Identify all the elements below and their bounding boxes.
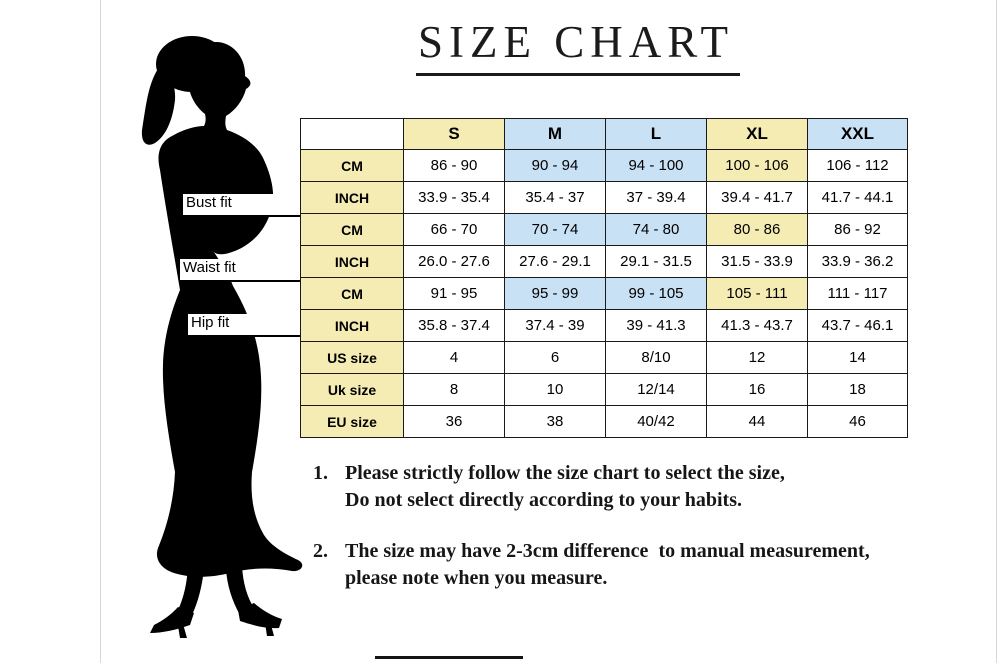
table-cell: 80 - 86 — [706, 213, 808, 246]
note-1: 1. Please strictly follow the size chart… — [313, 460, 985, 514]
table-cell: 40/42 — [605, 405, 707, 438]
table-cell: 38 — [504, 405, 606, 438]
right-border-line — [996, 0, 997, 663]
note-1-line-1: Please strictly follow the size chart to… — [345, 462, 785, 484]
table-cell: 41.3 - 43.7 — [706, 309, 808, 342]
note-2-line-1: The size may have 2-3cm difference to ma… — [345, 540, 870, 562]
table-cell: 95 - 99 — [504, 277, 606, 310]
table-row: INCH 26.0 - 27.6 27.6 - 29.1 29.1 - 31.5… — [300, 245, 908, 278]
left-border-line — [100, 0, 101, 663]
table-row: CM 86 - 90 90 - 94 94 - 100 100 - 106 10… — [300, 149, 908, 182]
table-cell: 37 - 39.4 — [605, 181, 707, 214]
table-cell: 16 — [706, 373, 808, 406]
table-header-row: S M L XL XXL — [300, 118, 908, 150]
table-cell: 106 - 112 — [807, 149, 908, 182]
col-header-s: S — [403, 118, 505, 150]
bottom-crop-line — [375, 656, 523, 659]
page-title: SIZE CHART — [416, 20, 741, 76]
waist-fit-label: Waist fit — [180, 259, 300, 282]
row-label-us-size: US size — [300, 341, 404, 374]
table-cell: 91 - 95 — [403, 277, 505, 310]
row-label-waist-cm: CM — [300, 213, 404, 246]
table-cell: 46 — [807, 405, 908, 438]
note-1-number: 1. — [313, 462, 328, 484]
table-row: INCH 35.8 - 37.4 37.4 - 39 39 - 41.3 41.… — [300, 309, 908, 342]
table-cell: 35.8 - 37.4 — [403, 309, 505, 342]
table-cell: 33.9 - 36.2 — [807, 245, 908, 278]
row-label-waist-inch: INCH — [300, 245, 404, 278]
table-cell: 100 - 106 — [706, 149, 808, 182]
hair-side-shape — [141, 66, 176, 145]
table-cell: 66 - 70 — [403, 213, 505, 246]
table-cell: 27.6 - 29.1 — [504, 245, 606, 278]
left-heel-shape — [178, 624, 187, 638]
table-cell: 35.4 - 37 — [504, 181, 606, 214]
table-cell: 37.4 - 39 — [504, 309, 606, 342]
table-cell: 41.7 - 44.1 — [807, 181, 908, 214]
table-cell: 43.7 - 46.1 — [807, 309, 908, 342]
note-1-line-2: Do not select directly according to your… — [345, 489, 743, 511]
col-header-xxl: XXL — [807, 118, 908, 150]
table-row: CM 91 - 95 95 - 99 99 - 105 105 - 111 11… — [300, 277, 908, 310]
table-cell: 44 — [706, 405, 808, 438]
table-cell: 14 — [807, 341, 908, 374]
table-cell: 10 — [504, 373, 606, 406]
row-label-uk-size: Uk size — [300, 373, 404, 406]
table-cell: 8 — [403, 373, 505, 406]
col-header-xl: XL — [706, 118, 808, 150]
row-label-hip-cm: CM — [300, 277, 404, 310]
left-shoe-shape — [150, 607, 194, 633]
note-2-number: 2. — [313, 540, 328, 562]
table-cell: 99 - 105 — [605, 277, 707, 310]
row-label-hip-inch: INCH — [300, 309, 404, 342]
table-cell: 74 - 80 — [605, 213, 707, 246]
note-2: 2. The size may have 2-3cm difference to… — [313, 538, 985, 592]
table-cell: 36 — [403, 405, 505, 438]
table-cell: 39 - 41.3 — [605, 309, 707, 342]
hip-fit-label: Hip fit — [188, 314, 300, 337]
col-header-m: M — [504, 118, 606, 150]
right-leg-shape — [226, 566, 254, 615]
table-cell: 111 - 117 — [807, 277, 908, 310]
table-cell: 4 — [403, 341, 505, 374]
table-corner-cell — [300, 118, 404, 150]
row-label-eu-size: EU size — [300, 405, 404, 438]
table-cell: 33.9 - 35.4 — [403, 181, 505, 214]
table-cell: 29.1 - 31.5 — [605, 245, 707, 278]
table-row: CM 66 - 70 70 - 74 74 - 80 80 - 86 86 - … — [300, 213, 908, 246]
table-cell: 39.4 - 41.7 — [706, 181, 808, 214]
table-cell: 94 - 100 — [605, 149, 707, 182]
woman-silhouette-figure — [141, 36, 303, 638]
col-header-l: L — [605, 118, 707, 150]
left-leg-shape — [178, 566, 204, 615]
table-cell: 86 - 92 — [807, 213, 908, 246]
table-row: EU size 36 38 40/42 44 46 — [300, 405, 908, 438]
table-cell: 18 — [807, 373, 908, 406]
table-cell: 12 — [706, 341, 808, 374]
notes-section: 1. Please strictly follow the size chart… — [313, 460, 985, 616]
table-cell: 105 - 111 — [706, 277, 808, 310]
table-cell: 26.0 - 27.6 — [403, 245, 505, 278]
table-cell: 12/14 — [605, 373, 707, 406]
table-cell: 8/10 — [605, 341, 707, 374]
bust-fit-label: Bust fit — [183, 194, 300, 217]
row-label-bust-inch: INCH — [300, 181, 404, 214]
body-shape — [156, 42, 303, 577]
size-chart-table: S M L XL XXL CM 86 - 90 90 - 94 94 - 100… — [300, 118, 908, 438]
table-row: INCH 33.9 - 35.4 35.4 - 37 37 - 39.4 39.… — [300, 181, 908, 214]
row-label-bust-cm: CM — [300, 149, 404, 182]
table-row: US size 4 6 8/10 12 14 — [300, 341, 908, 374]
note-2-line-2: please note when you measure. — [345, 567, 608, 589]
table-cell: 70 - 74 — [504, 213, 606, 246]
right-shoe-shape — [238, 603, 282, 629]
table-cell: 86 - 90 — [403, 149, 505, 182]
table-cell: 31.5 - 33.9 — [706, 245, 808, 278]
table-cell: 90 - 94 — [504, 149, 606, 182]
right-heel-shape — [265, 621, 274, 636]
table-row: Uk size 8 10 12/14 16 18 — [300, 373, 908, 406]
table-cell: 6 — [504, 341, 606, 374]
